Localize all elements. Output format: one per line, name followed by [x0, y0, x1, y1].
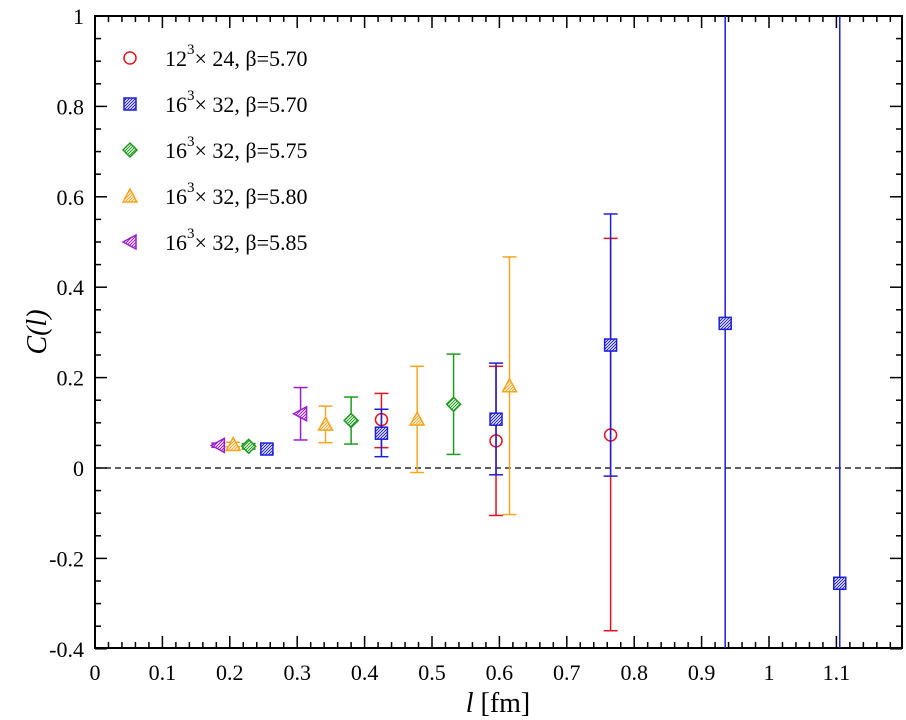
- y-tick-label: -0.4: [49, 637, 84, 662]
- x-tick-label: 0.9: [688, 660, 716, 685]
- x-tick-label: 0.5: [418, 660, 446, 685]
- axis-ticks: 0 0.1 0.2 0.3 0.4 0.5 0.6 0.7 0.8 0.9 1 1.1 -0.4 -0.2…: [49, 4, 902, 685]
- x-tick-label: 0.2: [216, 660, 244, 685]
- legend-item: 163× 32, β=5.75: [121, 134, 308, 163]
- legend-label: 163× 32, β=5.75: [165, 134, 308, 163]
- data-point: [718, 316, 732, 331]
- legend-marker: [121, 187, 139, 203]
- legend-item: 163× 32, β=5.85: [121, 226, 308, 255]
- data-point: [291, 405, 308, 423]
- legend-marker: [121, 233, 137, 251]
- data-point: [445, 396, 462, 413]
- y-tick-label: 0.4: [57, 275, 85, 300]
- legend-label: 163× 32, β=5.85: [165, 226, 308, 255]
- x-tick-label: 0.1: [149, 660, 177, 685]
- x-tick-label: 0.7: [553, 660, 581, 685]
- legend-marker: [123, 51, 137, 65]
- series-4: [224, 256, 518, 516]
- legend-item: 163× 32, β=5.70: [123, 88, 308, 117]
- series-3: [240, 353, 462, 456]
- data-point: [317, 415, 334, 431]
- x-tick-label: 1.1: [823, 660, 851, 685]
- legend-item: 123× 24, β=5.70: [123, 42, 308, 71]
- data-point: [603, 338, 618, 352]
- data-point: [209, 437, 226, 454]
- data-point: [408, 410, 426, 426]
- legend-label: 163× 32, β=5.70: [165, 88, 308, 117]
- data-point: [501, 377, 518, 393]
- y-axis-title: C(l): [22, 309, 53, 354]
- legend-marker: [123, 97, 137, 111]
- x-tick-label: 0: [90, 660, 101, 685]
- x-tick-label: 0.3: [283, 660, 311, 685]
- series-5: [209, 386, 308, 454]
- x-tick-label: 1: [764, 660, 775, 685]
- legend-label: 163× 32, β=5.80: [165, 180, 308, 209]
- y-tick-label: -0.2: [49, 546, 84, 571]
- legend-label: 123× 24, β=5.70: [165, 42, 308, 71]
- legend-marker: [121, 141, 139, 159]
- x-tick-label: 0.6: [486, 660, 514, 685]
- legend-item: 163× 32, β=5.80: [121, 180, 308, 209]
- data-series: [209, 16, 847, 648]
- y-tick-label: 0.8: [57, 94, 85, 119]
- data-point: [489, 412, 503, 426]
- data-point: [260, 442, 274, 456]
- data-point: [240, 438, 257, 455]
- y-tick-label: 0.6: [57, 185, 85, 210]
- data-point: [343, 412, 360, 429]
- x-tick-label: 0.4: [351, 660, 379, 685]
- legend: 123× 24, β=5.70 163× 32, β=5.70 163× 32, β…: [121, 42, 308, 255]
- x-axis-title: l [fm]: [466, 688, 531, 719]
- data-point: [224, 435, 242, 452]
- x-tick-label: 0.8: [620, 660, 648, 685]
- y-tick-label: 0.2: [57, 366, 85, 391]
- y-tick-label: 0: [73, 456, 84, 481]
- data-point: [833, 576, 847, 591]
- data-point: [374, 426, 389, 440]
- series-2: [259, 16, 847, 648]
- y-tick-label: 1: [73, 4, 84, 29]
